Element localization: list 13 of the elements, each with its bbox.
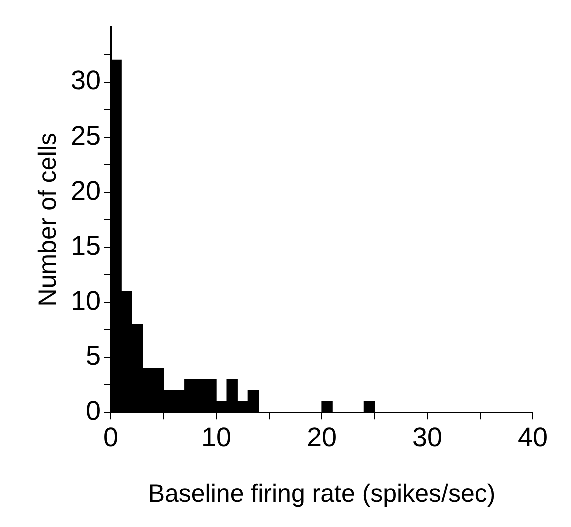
- x-tick-label: 10: [202, 422, 232, 452]
- y-tick-label: 30: [70, 66, 102, 96]
- y-axis-title: Number of cells: [34, 133, 62, 307]
- y-tick-label: 5: [86, 340, 102, 371]
- x-axis-title: Baseline firing rate (spikes/sec): [148, 480, 496, 508]
- y-tick-label: 0: [86, 396, 102, 426]
- x-tick-label: 40: [518, 422, 548, 452]
- x-tick-label: 20: [306, 422, 338, 452]
- y-tick-label: 10: [70, 286, 102, 316]
- x-tick-label: 30: [412, 422, 443, 452]
- y-tick-label: 15: [70, 230, 102, 261]
- y-tick-label: 25: [70, 120, 102, 151]
- y-tick-label: 20: [70, 176, 102, 206]
